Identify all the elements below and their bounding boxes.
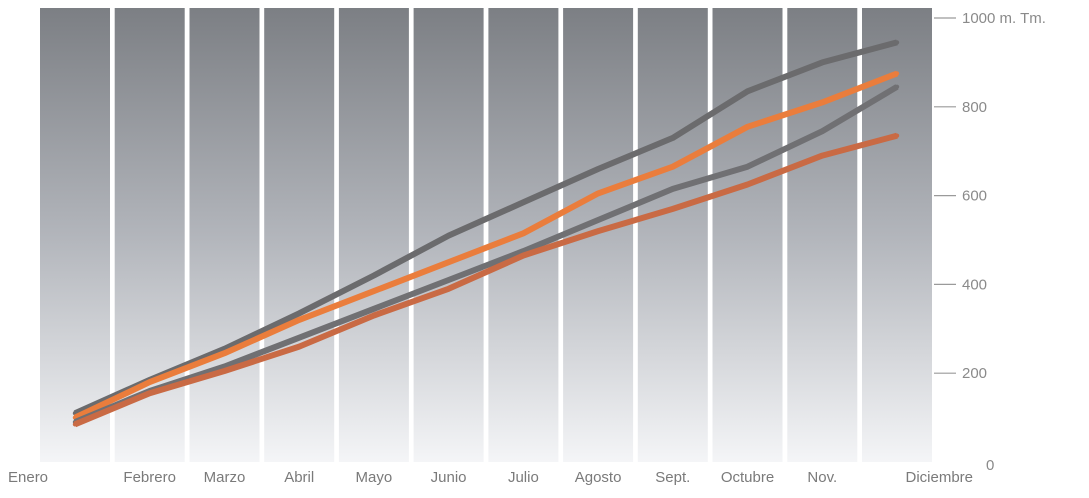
x-tick-label: Nov.	[807, 469, 837, 486]
data-point	[371, 273, 377, 278]
data-point	[147, 391, 152, 396]
data-point	[222, 351, 227, 356]
x-tick-label: Junio	[431, 469, 467, 486]
data-point	[894, 40, 900, 45]
x-tick-label: Enero	[8, 469, 48, 486]
series-lines	[72, 39, 900, 428]
data-point	[222, 368, 227, 374]
data-point	[595, 217, 601, 223]
data-point	[670, 164, 675, 169]
data-point	[745, 89, 750, 94]
data-point	[894, 71, 900, 76]
data-point	[147, 379, 152, 385]
series-line-4	[73, 132, 898, 428]
data-point	[521, 200, 526, 205]
x-tick-label: Febrero	[123, 469, 176, 486]
data-point	[670, 186, 675, 192]
data-point	[820, 129, 825, 134]
x-tick-label: Agosto	[575, 469, 622, 486]
series-line-3	[73, 84, 899, 425]
y-tick-label: 200	[962, 365, 987, 382]
x-tick-label: Marzo	[204, 469, 246, 486]
data-point	[670, 135, 675, 141]
data-point	[446, 233, 451, 238]
series-line-2	[73, 70, 899, 421]
month-column	[712, 8, 783, 462]
data-point	[820, 60, 825, 65]
y-tick-label: 400	[962, 276, 987, 293]
y-tick-label: 800	[962, 99, 987, 116]
data-point	[745, 164, 750, 169]
data-point	[595, 191, 601, 196]
data-point	[446, 277, 451, 283]
y-tick-label: 0	[986, 457, 994, 474]
x-tick-label: Sept.	[655, 469, 690, 486]
data-point	[820, 100, 825, 105]
month-column	[787, 8, 858, 462]
data-point	[371, 288, 377, 294]
data-point	[670, 206, 675, 212]
x-tick-label: Mayo	[356, 469, 393, 486]
x-tick-label: Diciembre	[905, 469, 973, 486]
data-point	[894, 84, 900, 90]
data-point	[595, 166, 601, 172]
month-column	[40, 8, 110, 462]
data-point	[745, 182, 750, 187]
month-column	[338, 8, 409, 462]
data-point	[297, 317, 302, 323]
data-point	[297, 311, 302, 316]
x-tick-label: Abril	[284, 469, 314, 486]
x-tick-label: Octubre	[721, 469, 774, 486]
data-point	[371, 306, 377, 311]
data-point	[371, 313, 377, 318]
data-point	[297, 335, 302, 340]
data-point	[595, 228, 601, 234]
x-axis: Enero Febrero Marzo Abril Mayo Junio Julio Agos…	[8, 469, 973, 486]
data-point	[745, 124, 750, 129]
month-column	[264, 8, 335, 462]
month-column	[637, 8, 708, 462]
y-tick-label: 1000 m. Tm.	[962, 10, 1046, 27]
data-point	[820, 153, 825, 158]
data-point	[446, 260, 451, 265]
y-axis: 0 200 400 600 800 1000 m. Tm.	[934, 10, 1046, 474]
data-point	[521, 253, 526, 258]
data-point	[297, 344, 302, 349]
data-point	[446, 286, 451, 291]
month-column	[189, 8, 260, 462]
data-point	[521, 231, 526, 236]
data-point	[894, 133, 900, 138]
data-point	[72, 422, 78, 427]
series-line-1	[73, 39, 898, 416]
x-tick-label: Julio	[508, 469, 539, 486]
month-column	[563, 8, 634, 462]
y-tick-label: 600	[962, 188, 987, 205]
month-columns	[40, 8, 932, 462]
